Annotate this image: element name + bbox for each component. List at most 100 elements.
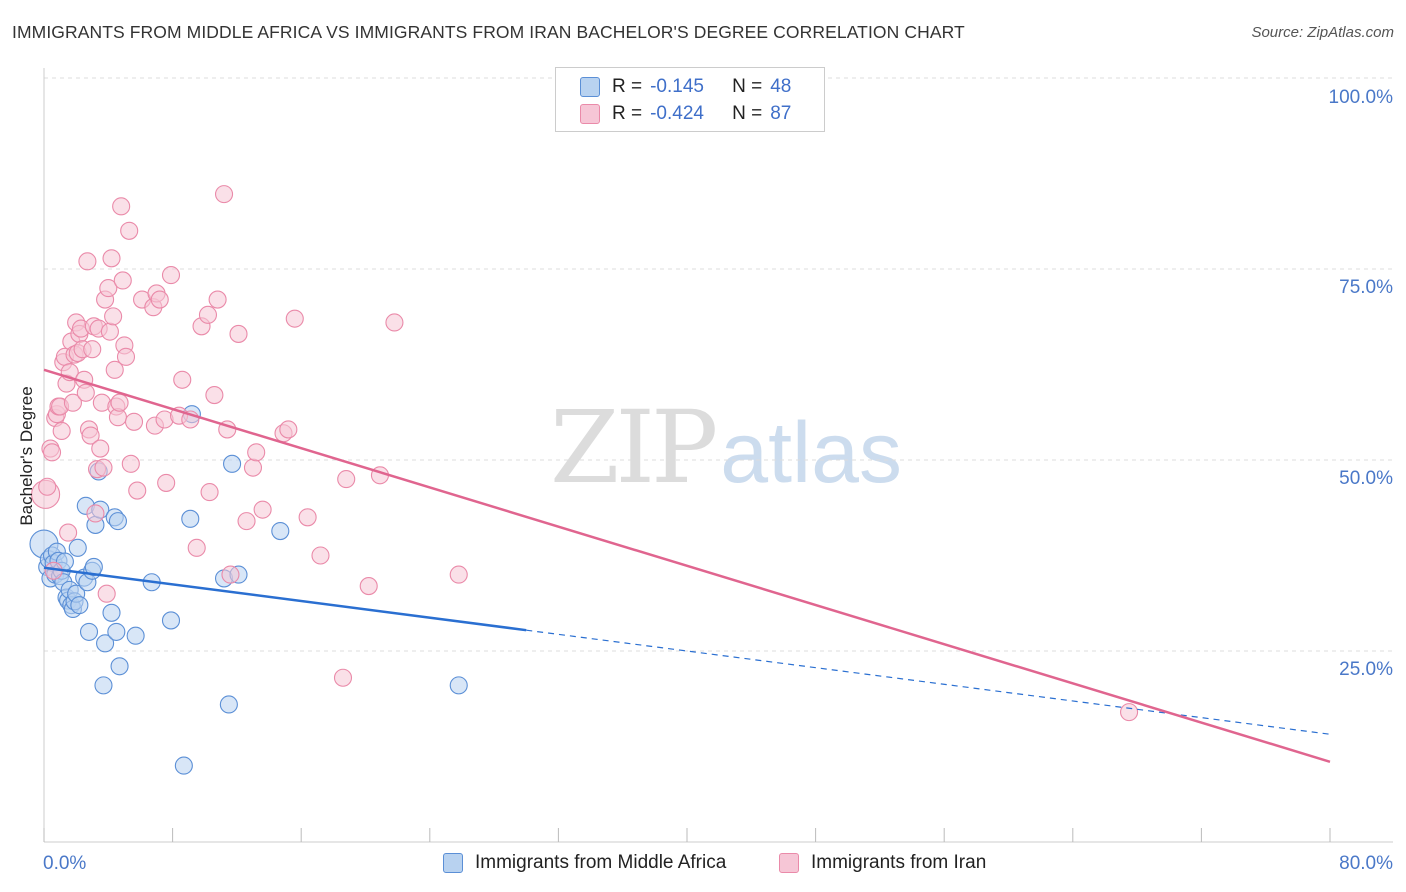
data-point-iran-39 bbox=[100, 322, 119, 341]
data-point-iran-67 bbox=[198, 305, 218, 324]
data-point-iran-81 bbox=[285, 309, 304, 328]
data-point-iran-89 bbox=[449, 565, 468, 584]
data-point-middle-africa-49 bbox=[449, 676, 468, 695]
data-point-iran-68 bbox=[200, 483, 219, 502]
data-point-iran-16 bbox=[63, 393, 82, 412]
data-point-middle-africa-35 bbox=[107, 622, 126, 641]
data-point-iran-1 bbox=[38, 477, 57, 496]
data-point-iran-45 bbox=[110, 393, 129, 412]
data-point-iran-27 bbox=[81, 426, 100, 445]
y-tick-label-100: 100.0% bbox=[1328, 87, 1393, 108]
y-axis-label: Bachelor's Degree bbox=[17, 386, 36, 526]
pink-swatch bbox=[779, 853, 799, 873]
data-point-iran-50 bbox=[120, 221, 139, 240]
r-label: R = bbox=[612, 103, 643, 124]
data-point-iran-60 bbox=[157, 473, 176, 492]
data-point-iran-47 bbox=[113, 271, 132, 290]
data-point-iran-65 bbox=[187, 538, 206, 557]
bottom-legend-label: Immigrants from Iran bbox=[811, 852, 987, 873]
data-point-iran-75 bbox=[237, 512, 256, 531]
data-point-iran-82 bbox=[298, 508, 317, 527]
bottom-legend-iran: Immigrants from Iran bbox=[779, 852, 986, 874]
data-point-iran-73 bbox=[221, 565, 240, 584]
trend-line-iran bbox=[43, 368, 1331, 763]
data-point-iran-69 bbox=[205, 386, 224, 405]
zipatlas-watermark: ZIPatlas bbox=[550, 398, 902, 498]
data-point-middle-africa-20 bbox=[68, 538, 87, 557]
data-point-middle-africa-33 bbox=[102, 603, 121, 622]
data-point-middle-africa-21 bbox=[70, 596, 89, 615]
data-point-iran-33 bbox=[91, 439, 110, 458]
data-point-iran-28 bbox=[83, 340, 102, 359]
pink-swatch bbox=[580, 104, 600, 124]
data-point-middle-africa-36 bbox=[108, 512, 127, 531]
data-point-middle-africa-25 bbox=[79, 622, 99, 641]
data-point-iran-74 bbox=[229, 324, 248, 343]
data-point-middle-africa-42 bbox=[181, 509, 200, 528]
data-point-middle-africa-41 bbox=[174, 756, 193, 775]
data-point-iran-61 bbox=[161, 266, 181, 285]
data-point-middle-africa-27 bbox=[84, 557, 103, 577]
blue-swatch bbox=[580, 77, 600, 97]
data-point-iran-63 bbox=[173, 370, 192, 389]
data-point-iran-46 bbox=[112, 197, 131, 216]
data-point-iran-30 bbox=[86, 504, 105, 523]
data-point-iran-77 bbox=[247, 443, 266, 462]
data-point-iran-37 bbox=[97, 584, 116, 603]
r-value: -0.145 bbox=[650, 76, 704, 97]
legend-row-middle-africa: R = -0.145 N = 48 bbox=[580, 76, 791, 98]
data-point-iran-70 bbox=[208, 290, 227, 309]
data-point-iran-24 bbox=[76, 383, 95, 402]
data-point-iran-84 bbox=[333, 668, 353, 687]
data-point-iran-35 bbox=[94, 458, 113, 477]
data-point-iran-52 bbox=[124, 412, 144, 431]
data-point-iran-53 bbox=[128, 481, 147, 500]
bottom-legend-label: Immigrants from Middle Africa bbox=[475, 852, 727, 873]
data-point-iran-40 bbox=[102, 249, 121, 268]
data-point-iran-80 bbox=[279, 420, 298, 439]
data-point-middle-africa-45 bbox=[219, 695, 238, 714]
data-point-middle-africa-38 bbox=[126, 626, 145, 645]
data-point-iran-3 bbox=[42, 443, 62, 462]
data-point-iran-90 bbox=[1120, 703, 1139, 722]
bottom-legend-middle-africa: Immigrants from Middle Africa bbox=[443, 852, 726, 874]
r-value: -0.424 bbox=[650, 103, 704, 124]
watermark-atlas: atlas bbox=[720, 405, 902, 501]
data-point-iran-83 bbox=[311, 546, 330, 565]
data-point-iran-13 bbox=[59, 523, 78, 542]
data-point-iran-88 bbox=[385, 313, 404, 332]
x-tick-label-min: 0.0% bbox=[43, 853, 87, 874]
y-tick-label-25: 25.0% bbox=[1339, 659, 1393, 680]
data-point-iran-78 bbox=[253, 500, 272, 519]
data-point-iran-51 bbox=[121, 454, 140, 473]
data-point-iran-25 bbox=[78, 252, 97, 271]
n-label: N = bbox=[732, 76, 763, 97]
data-point-iran-49 bbox=[116, 347, 136, 366]
r-label: R = bbox=[612, 76, 643, 97]
data-point-iran-42 bbox=[105, 360, 124, 379]
chart-title: IMMIGRANTS FROM MIDDLE AFRICA VS IMMIGRA… bbox=[12, 22, 965, 42]
data-point-iran-9 bbox=[52, 421, 71, 441]
stats-legend: R = -0.145 N = 48 R = -0.424 N = 87 bbox=[555, 67, 825, 132]
data-point-middle-africa-46 bbox=[223, 454, 242, 473]
data-point-iran-76 bbox=[243, 458, 263, 477]
n-value: 87 bbox=[770, 103, 792, 124]
n-value: 48 bbox=[770, 76, 792, 97]
n-label: N = bbox=[732, 103, 763, 124]
data-point-middle-africa-40 bbox=[161, 611, 181, 630]
y-tick-label-75: 75.0% bbox=[1339, 277, 1393, 298]
data-point-middle-africa-32 bbox=[96, 634, 115, 653]
watermark-zip: ZIP bbox=[550, 389, 718, 506]
data-point-iran-38 bbox=[99, 279, 118, 298]
x-tick-label-max: 80.0% bbox=[1339, 853, 1393, 874]
data-point-iran-41 bbox=[104, 307, 123, 326]
legend-row-iran: R = -0.424 N = 87 bbox=[580, 103, 791, 125]
y-tick-label-50: 50.0% bbox=[1339, 468, 1393, 489]
data-point-middle-africa-37 bbox=[110, 657, 129, 676]
blue-swatch bbox=[443, 853, 463, 873]
data-point-iran-86 bbox=[359, 577, 378, 596]
trend-line-middle-africa bbox=[43, 566, 527, 632]
data-point-iran-71 bbox=[214, 185, 234, 204]
trend-line-extension-middle-africa bbox=[526, 629, 1331, 735]
